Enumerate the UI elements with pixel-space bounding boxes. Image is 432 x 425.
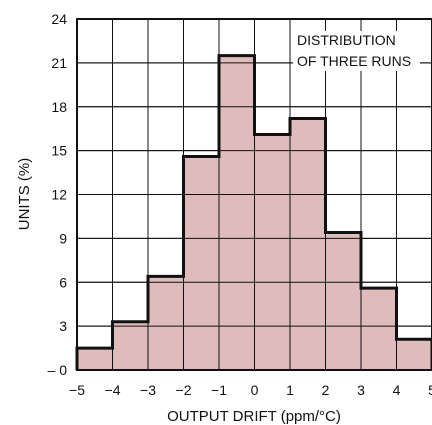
histogram-bar: [112, 321, 148, 370]
histogram-bar: [290, 118, 326, 370]
histogram-bar: [77, 348, 113, 370]
x-axis-label: OUTPUT DRIFT (ppm/°C): [167, 408, 341, 425]
annotation-layer: DISTRIBUTION OF THREE RUNS: [293, 31, 420, 71]
y-tick-label: – 0: [48, 362, 68, 378]
histogram-bar: [396, 339, 432, 370]
histogram-bar: [361, 288, 397, 370]
y-tick-label: 18: [51, 99, 67, 115]
x-tick-label: −2: [176, 382, 192, 398]
annotation-line-2: OF THREE RUNS: [297, 53, 411, 69]
histogram-bar: [254, 134, 290, 370]
y-tick-label: 12: [51, 187, 67, 203]
histogram-bar: [183, 156, 219, 370]
x-tick-label: 3: [357, 382, 365, 398]
x-tick-label: 4: [393, 382, 401, 398]
plot-frame: [76, 18, 432, 371]
x-tick-label: −1: [211, 382, 227, 398]
x-tick-label: 2: [322, 382, 330, 398]
histogram-outline: [75, 54, 432, 370]
y-axis-label: UNITS (%): [16, 158, 33, 231]
bars-layer: [76, 18, 432, 371]
y-tick-label: 21: [51, 55, 67, 71]
y-tick-label: 24: [51, 11, 67, 27]
x-tick-label: −5: [69, 382, 85, 398]
x-tick-label: −4: [105, 382, 121, 398]
outline-layer: [75, 18, 432, 371]
x-tick-label: 1: [286, 382, 294, 398]
annotation-background: [293, 31, 420, 71]
y-tick-label: 15: [51, 143, 67, 159]
histogram-bar: [219, 55, 255, 370]
histogram-bar: [148, 276, 184, 370]
y-tick-label: 6: [59, 274, 67, 290]
y-tick-label: 3: [59, 318, 67, 334]
y-tick-label: 9: [59, 230, 67, 246]
x-tick-label: 5: [428, 382, 432, 398]
x-tick-label: 0: [251, 382, 259, 398]
annotation-line-1: DISTRIBUTION: [297, 32, 396, 48]
x-tick-label: −3: [140, 382, 156, 398]
histogram-bar: [325, 232, 361, 370]
